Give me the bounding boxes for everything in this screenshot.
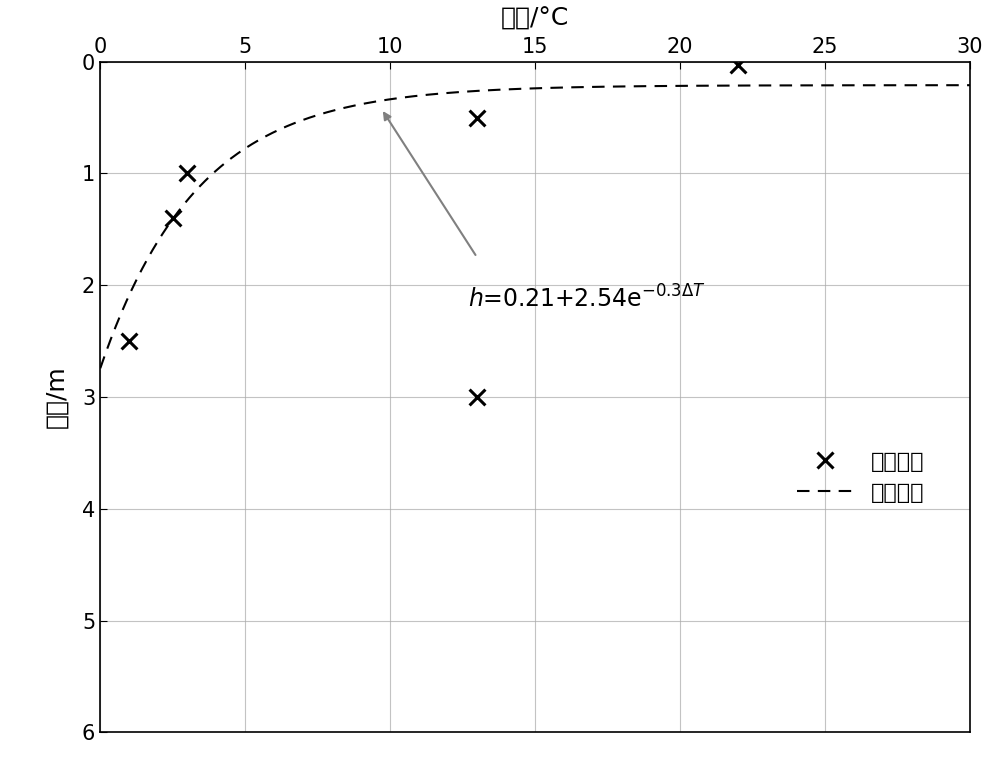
Y-axis label: 深度/m: 深度/m (44, 365, 68, 429)
Point (164, 212, 181, 224)
Point (121, 335, 137, 347)
Legend: 实测结果, 拟合曲线: 实测结果, 拟合曲线 (788, 443, 933, 512)
Point (469, 111, 485, 123)
Text: $h$=0.21+2.54e$^{-0.3\Delta T}$: $h$=0.21+2.54e$^{-0.3\Delta T}$ (468, 285, 706, 312)
Point (179, 167, 195, 180)
Point (469, 391, 485, 403)
Point (730, 59, 746, 71)
X-axis label: 温差/°C: 温差/°C (501, 7, 569, 31)
